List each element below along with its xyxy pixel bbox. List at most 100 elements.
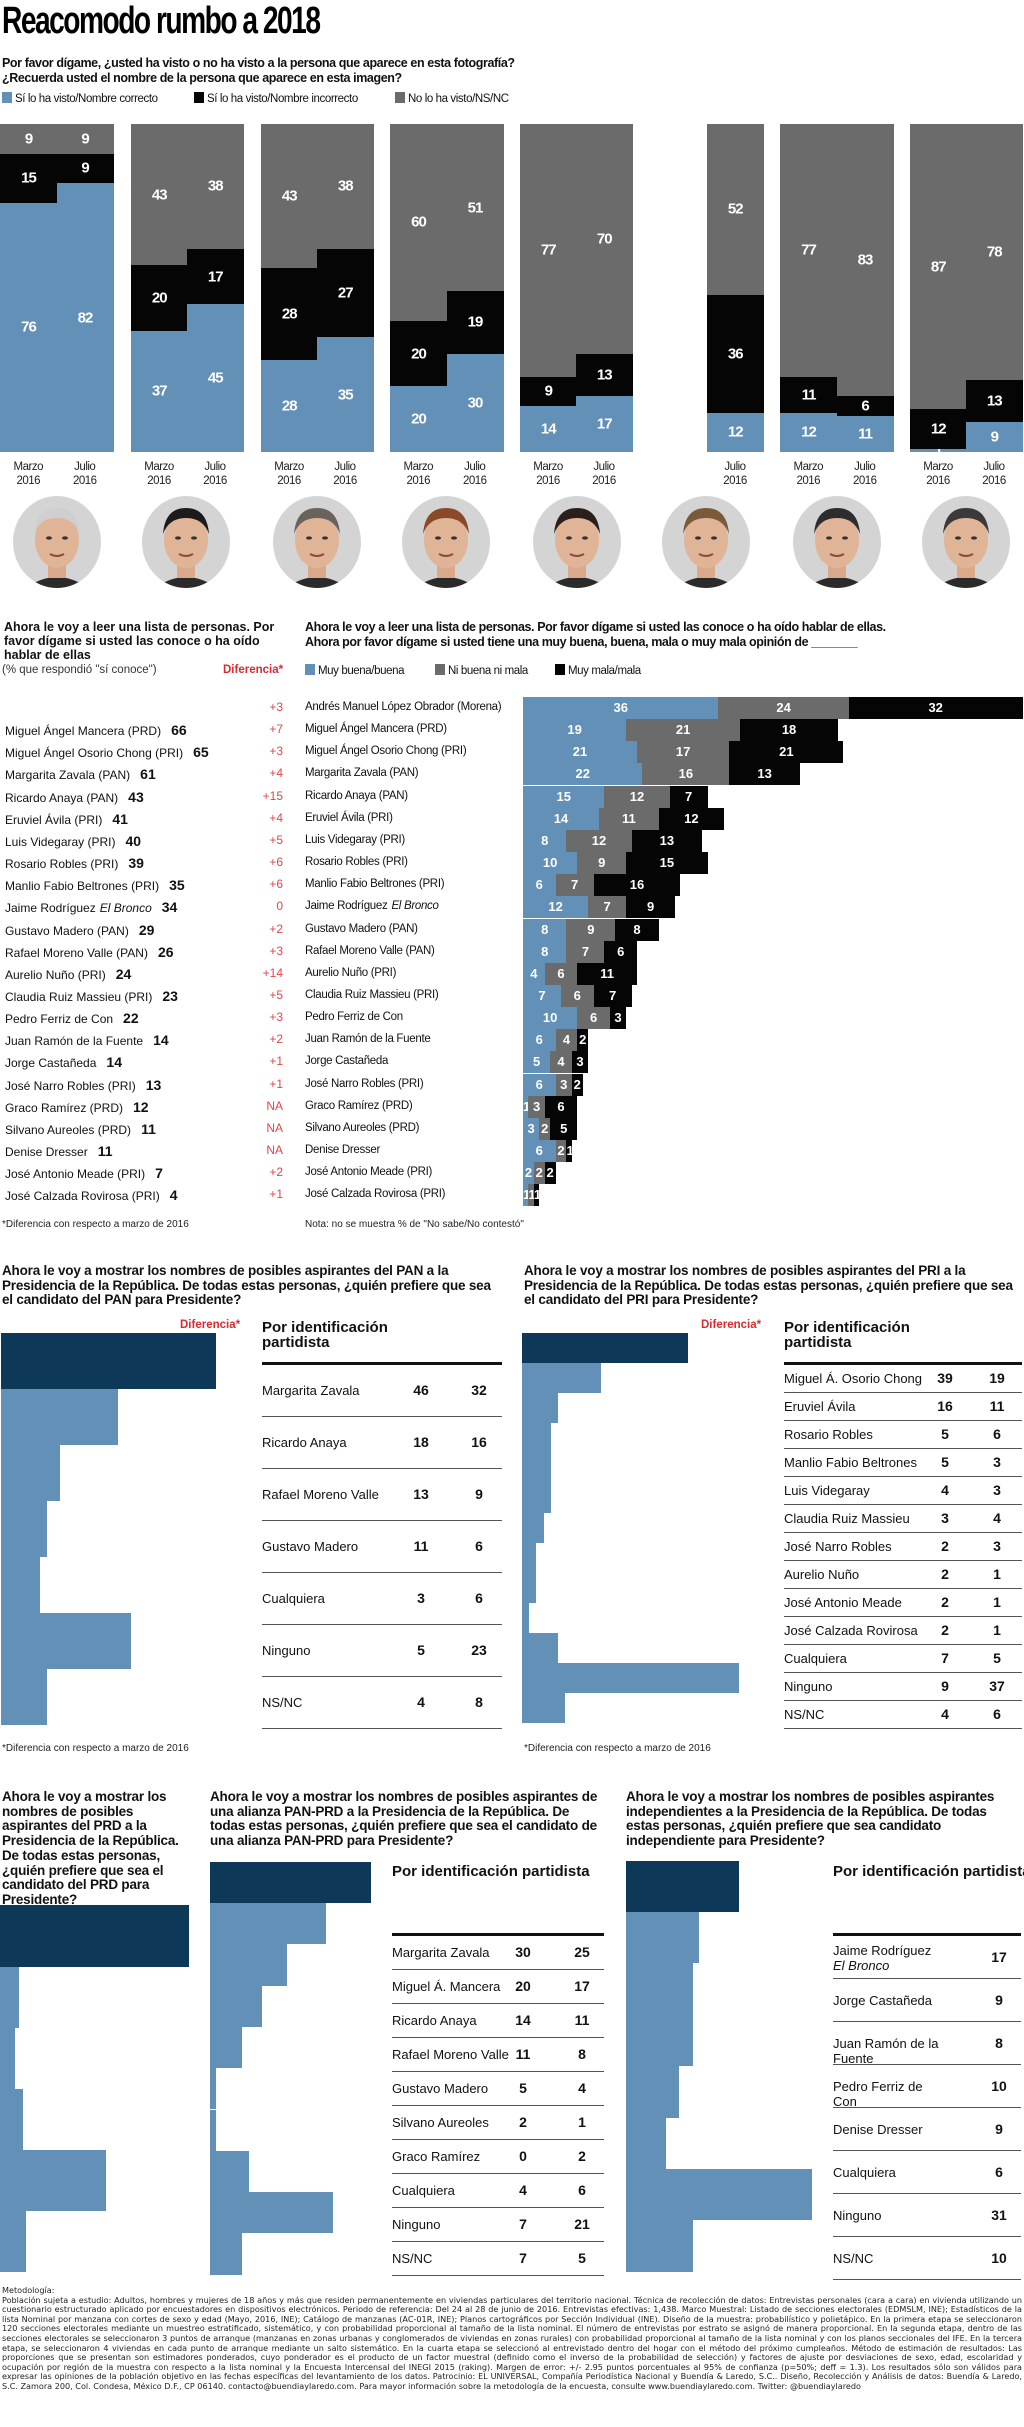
bar-value-label: 14 xyxy=(540,420,557,438)
opinion-row-label: José Calzada Rovirosa (PRI) xyxy=(305,1188,445,1200)
table-value: 6 xyxy=(475,1538,483,1554)
opinion-bar-value: 19 xyxy=(567,722,582,738)
pri-footnote: *Diferencia con respecto a marzo de 2016 xyxy=(524,1743,711,1754)
opinion-bar-segment: 3 xyxy=(528,1095,545,1118)
bar-value-label: 1 xyxy=(934,441,943,459)
opinion-bar-segment: 21 xyxy=(626,719,741,742)
bar-value-label: 83 xyxy=(857,251,874,269)
table-header-rule xyxy=(833,1933,1021,1936)
candidate-name: Cualquiera xyxy=(784,1651,847,1666)
period-label: Julio 2016 xyxy=(187,460,243,488)
period-label: Julio 2016 xyxy=(576,460,632,488)
preference-bar xyxy=(522,1513,544,1543)
table-row-rule xyxy=(784,1560,1022,1561)
person-name: José Antonio Meade (PRI) xyxy=(305,1166,433,1179)
bar-value-label: 52 xyxy=(727,200,744,218)
period-year: 2016 xyxy=(796,475,821,487)
opinion-bar-segment: 6 xyxy=(561,984,594,1007)
bar-value-label: 43 xyxy=(151,186,168,204)
person-name: Andrés Manuel López Obrador (Morena) xyxy=(305,701,502,713)
table-value: 23 xyxy=(471,1642,487,1658)
opinion-bar-segment: 10 xyxy=(523,1007,578,1030)
indep-question: Ahora le voy a mostrar los nombres de po… xyxy=(626,1789,995,1849)
preference-bar xyxy=(522,1663,739,1693)
known-value: 22 xyxy=(123,1010,139,1027)
preference-bar xyxy=(522,1453,551,1483)
person-name: Eruviel Ávila (PRI) xyxy=(305,811,393,824)
bar-value-label: 20 xyxy=(151,289,168,307)
known-value: 11 xyxy=(97,1143,113,1159)
opinion-bar-value: 6 xyxy=(557,1098,565,1114)
person-name: Rosario Robles (PRI) xyxy=(5,857,119,872)
known-row: Silvano Aureoles (PRD) 11 xyxy=(5,1121,156,1137)
diff-value: +1 xyxy=(269,1076,283,1091)
bar-segment: 9 xyxy=(520,376,577,407)
bar-segment: 9 xyxy=(56,124,114,154)
opinion-bar-segment: 4 xyxy=(550,1051,572,1074)
table-row-rule xyxy=(784,1392,1022,1393)
known-value: 24 xyxy=(115,965,132,982)
person-photo-icon xyxy=(12,496,102,588)
table-value: 39 xyxy=(937,1370,953,1386)
bar-value-label: 37 xyxy=(151,382,168,400)
bar-segment: 78 xyxy=(966,124,1023,380)
opinion-bar-value: 11 xyxy=(600,965,615,981)
opinion-bar-segment: 11 xyxy=(599,807,659,830)
table-value: 2 xyxy=(941,1538,949,1554)
known-value: 40 xyxy=(125,832,142,849)
bar-value-label: 45 xyxy=(207,369,224,387)
candidate-name: Cualquiera xyxy=(392,2183,455,2198)
period-year: 2016 xyxy=(277,475,301,487)
known-value: 12 xyxy=(133,1098,149,1115)
period-month: Julio xyxy=(724,461,746,473)
candidate-name: Ninguno xyxy=(833,2207,882,2223)
known-value: 65 xyxy=(193,744,209,761)
table-row-rule xyxy=(784,1728,1022,1729)
opinion-bar-segment: 21 xyxy=(729,741,844,764)
table-row-label: Manlio Fabio Beltrones xyxy=(784,1455,934,1470)
table-row-rule xyxy=(784,1700,1022,1701)
table-row-label: Rosario Robles xyxy=(784,1427,934,1442)
opinion-bar-value: 4 xyxy=(557,1054,565,1070)
table-row-rule xyxy=(784,1476,1022,1477)
table-value: 3 xyxy=(417,1590,425,1606)
table-value: 6 xyxy=(578,2182,586,2198)
candidate-name: Ninguno xyxy=(392,2217,441,2232)
table-row-rule xyxy=(392,2139,604,2140)
legend-label: Ni buena ni mala xyxy=(448,665,528,677)
bar-segment: 38 xyxy=(187,124,244,249)
table-value: 7 xyxy=(519,2216,527,2232)
table-row-label: Ricardo Anaya xyxy=(392,2013,512,2028)
opinion-bar-segment: 6 xyxy=(523,1073,556,1096)
known-value: 41 xyxy=(112,810,128,827)
opinion-bar-value: 6 xyxy=(535,1076,543,1092)
table-value: 5 xyxy=(417,1642,425,1658)
diff-value: +1 xyxy=(269,1187,283,1202)
bar-value-label: 27 xyxy=(337,284,354,302)
preference-bar xyxy=(522,1333,689,1363)
opinion-bar-segment: 2 xyxy=(555,1140,567,1162)
period-year: 2016 xyxy=(852,475,877,487)
preference-bar xyxy=(1,1501,47,1557)
opinion-bar-value: 32 xyxy=(928,700,943,715)
bar-segment: 45 xyxy=(187,304,244,452)
diff-value: +3 xyxy=(269,744,283,759)
table-value: 11 xyxy=(989,1398,1005,1414)
opinion-row-label: Juan Ramón de la Fuente xyxy=(305,1033,431,1045)
diff-value: +2 xyxy=(269,1032,283,1047)
table-value: 5 xyxy=(578,2250,586,2266)
opinion-bar-segment: 19 xyxy=(523,719,627,742)
candidate-name: Gustavo Madero xyxy=(262,1539,359,1554)
opinion-row-label: Manlio Fabio Beltrones (PRI) xyxy=(305,878,445,890)
bar-segment: 28 xyxy=(261,268,318,361)
opinion-bar-value: 8 xyxy=(541,921,549,937)
opinion-bar-value: 36 xyxy=(613,700,628,715)
preference-bar xyxy=(210,1944,288,1986)
candidate-name: Manlio Fabio Beltrones xyxy=(784,1455,917,1470)
table-value: 3 xyxy=(941,1510,949,1526)
candidate-name: Claudia Ruiz Massieu xyxy=(784,1511,910,1526)
table-row-rule xyxy=(784,1420,1022,1421)
candidate-name: Rosario Robles xyxy=(784,1427,873,1442)
bar-segment: 35 xyxy=(317,337,374,452)
opinion-bar-segment: 1 xyxy=(533,1184,541,1207)
